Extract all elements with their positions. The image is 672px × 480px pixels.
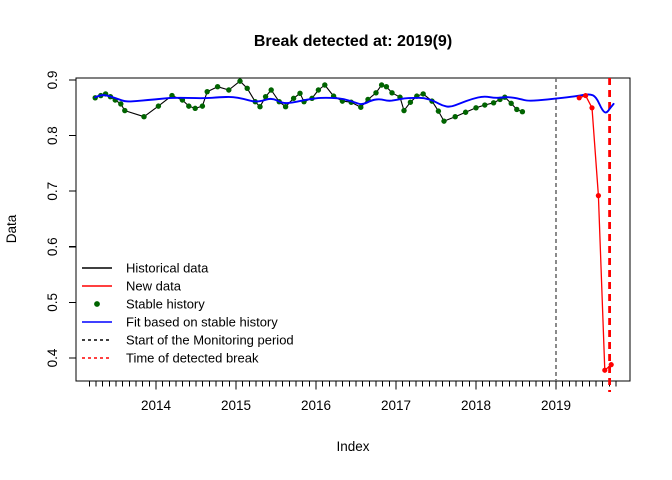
chart-title: Break detected at: 2019(9) xyxy=(254,33,452,50)
legend-item: Start of the Monitoring period xyxy=(82,333,294,348)
x-tick-label: 2016 xyxy=(301,398,331,413)
stable-history-point xyxy=(199,103,206,109)
new-data-point xyxy=(576,95,582,101)
y-tick-label: 0.6 xyxy=(45,237,60,256)
stable-history-point xyxy=(322,82,328,88)
stable-history-point xyxy=(122,107,128,114)
stable-history-point xyxy=(452,113,458,120)
stable-history-point xyxy=(519,108,526,115)
new-data-point xyxy=(602,367,608,373)
x-tick-label: 2019 xyxy=(541,398,571,413)
stable-history-point xyxy=(262,93,269,100)
stable-history-point xyxy=(290,95,297,102)
y-tick-label: 0.5 xyxy=(45,293,60,312)
stable-history-point xyxy=(257,103,263,110)
legend-label: New data xyxy=(126,279,182,294)
y-tick-label: 0.8 xyxy=(45,126,60,145)
stable-history-point xyxy=(514,106,520,113)
stable-history-point xyxy=(378,82,385,88)
plot-border xyxy=(75,77,631,382)
legend-item: Fit based on stable history xyxy=(82,315,278,330)
stable-history-point xyxy=(373,90,379,96)
legend-label: Historical data xyxy=(126,261,209,276)
y-tick-label: 0.4 xyxy=(45,348,60,367)
fit-line xyxy=(94,93,615,114)
stable-history-point xyxy=(226,87,232,93)
new-data-point xyxy=(608,362,614,368)
stable-history-point xyxy=(462,109,469,115)
stable-history-point xyxy=(383,83,390,90)
new-line xyxy=(578,94,612,371)
stable-history-point xyxy=(435,108,442,114)
stable-history-point xyxy=(420,91,426,97)
y-tick-label: 0.7 xyxy=(45,182,60,201)
legend-item: Time of detected break xyxy=(82,351,259,366)
stable-history-point xyxy=(169,92,175,99)
stable-history-point xyxy=(214,83,221,90)
new-data-point xyxy=(595,193,602,199)
stable-history-point xyxy=(141,113,147,120)
legend-item: Historical data xyxy=(82,261,209,276)
stable-history-point xyxy=(268,87,274,93)
stable-history-point xyxy=(204,88,210,95)
stable-history-point xyxy=(407,99,414,105)
y-tick-label: 0.9 xyxy=(45,71,60,90)
x-axis-label: Index xyxy=(336,439,369,454)
new-data-point xyxy=(583,92,589,99)
plot-area: 0.4 0.5 0.6 0.7 0.8 0.9 2014 2015 2016 2017 2018 20… xyxy=(45,71,631,413)
legend-item: Stable history xyxy=(94,297,205,312)
stable-history-point xyxy=(401,107,407,114)
new-data-point xyxy=(589,105,595,111)
legend-label: Start of the Monitoring period xyxy=(126,333,294,348)
x-tick-label: 2017 xyxy=(381,398,411,413)
stable-history-point xyxy=(358,104,364,110)
stable-history-point xyxy=(490,100,497,106)
stable-history-point xyxy=(186,103,192,109)
x-tick-label: 2015 xyxy=(221,398,251,413)
stable-history-point xyxy=(508,100,514,107)
stable-history-point xyxy=(192,105,198,112)
legend-label: Fit based on stable history xyxy=(126,315,278,330)
legend-item: New data xyxy=(82,279,182,294)
stable-history-point xyxy=(315,87,322,93)
legend-dot-swatch xyxy=(94,301,100,307)
x-tick-label: 2018 xyxy=(461,398,491,413)
x-tick-label: 2014 xyxy=(141,398,172,413)
stable-history-point xyxy=(482,102,488,108)
legend-label: Stable history xyxy=(126,297,205,312)
stable-history-point xyxy=(244,85,250,92)
stable-history-point xyxy=(441,118,447,124)
stable-history-point xyxy=(237,78,243,84)
historical-line xyxy=(94,80,523,122)
legend: Historical data New data Stable history Fit… xyxy=(82,261,294,366)
stable-history-point xyxy=(389,90,395,96)
stable-history-point xyxy=(297,90,303,97)
y-axis-label: Data xyxy=(4,214,19,243)
stable-history-point xyxy=(155,103,162,109)
stable-history-point xyxy=(282,103,289,110)
legend-label: Time of detected break xyxy=(126,351,259,366)
stable-history-point xyxy=(118,101,124,107)
stable-history-point xyxy=(473,105,479,111)
